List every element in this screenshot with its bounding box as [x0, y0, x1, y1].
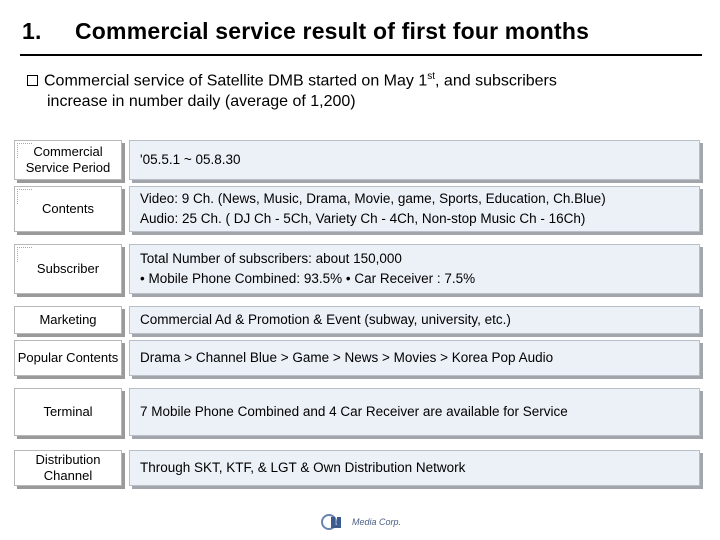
checkbox-bullet-icon [27, 75, 38, 87]
row-subscriber: Subscriber Total Number of subscribers: … [14, 244, 700, 294]
row-label: Terminal [14, 388, 122, 436]
company-logo: Media Corp. [320, 510, 401, 534]
row-label: Subscriber [14, 244, 122, 294]
row-label: Marketing [14, 306, 122, 334]
row-label: Commercial Service Period [14, 140, 122, 180]
row-distribution-channel: Distribution Channel Through SKT, KTF, &… [14, 450, 700, 486]
row-terminal: Terminal 7 Mobile Phone Combined and 4 C… [14, 388, 700, 436]
row-content: Drama > Channel Blue > Game > News > Mov… [129, 340, 700, 376]
logo-text: Media Corp. [352, 517, 402, 527]
intro-line2: increase in number daily (average of 1,2… [47, 93, 356, 111]
row-content: Through SKT, KTF, & LGT & Own Distributi… [129, 450, 700, 486]
row-service-period: Commercial Service Period '05.5.1 ~ 05.8… [14, 140, 700, 180]
row-label: Contents [14, 186, 122, 232]
intro-line1-before: Commercial service of Satellite DMB star… [44, 72, 428, 90]
intro-bullet: Commercial service of Satellite DMB star… [27, 66, 697, 112]
row-content: Video: 9 Ch. (News, Music, Drama, Movie,… [129, 186, 700, 232]
row-content: Commercial Ad & Promotion & Event (subwa… [129, 306, 700, 334]
intro-line1-sup: st [427, 71, 436, 82]
section-number: 1. [22, 18, 42, 44]
row-contents: Contents Video: 9 Ch. (News, Music, Dram… [14, 186, 700, 232]
row-content: Total Number of subscribers: about 150,0… [129, 244, 700, 294]
row-marketing: Marketing Commercial Ad & Promotion & Ev… [14, 306, 700, 334]
title-rule [20, 54, 702, 56]
logo-mark-icon [321, 514, 341, 530]
row-content: 7 Mobile Phone Combined and 4 Car Receiv… [129, 388, 700, 436]
audio-line: Audio: 25 Ch. ( DJ Ch - 5Ch, Variety Ch … [140, 211, 586, 226]
page-title: 1. Commercial service result of first fou… [22, 18, 589, 45]
video-line: Video: 9 Ch. (News, Music, Drama, Movie,… [140, 191, 606, 206]
row-label: Popular Contents [14, 340, 122, 376]
title-text: Commercial service result of first four … [75, 18, 590, 44]
row-content: '05.5.1 ~ 05.8.30 [129, 140, 700, 180]
row-label: Distribution Channel [14, 450, 122, 486]
intro-line1-after: , and subscribers [435, 72, 557, 90]
row-popular-contents: Popular Contents Drama > Channel Blue > … [14, 340, 700, 376]
